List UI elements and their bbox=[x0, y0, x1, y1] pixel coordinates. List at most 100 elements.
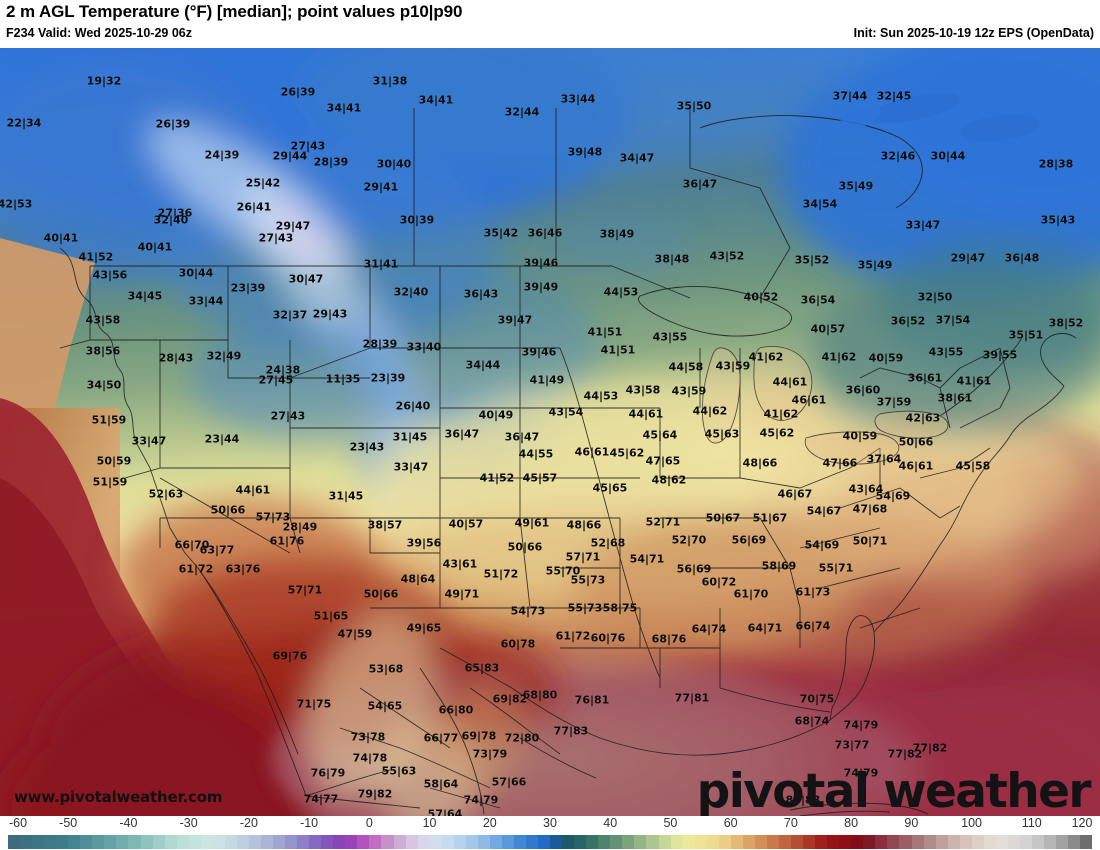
colorbar-swatch bbox=[44, 835, 57, 849]
colorbar-swatch bbox=[20, 835, 33, 849]
colorbar-swatch bbox=[140, 835, 153, 849]
page-title: 2 m AGL Temperature (°F) [median]; point… bbox=[6, 2, 463, 21]
colorbar-swatch bbox=[92, 835, 105, 849]
colorbar-swatch bbox=[309, 835, 322, 849]
colorbar-swatch bbox=[574, 835, 587, 849]
init-time-label: Init: Sun 2025-10-19 12z EPS (OpenData) bbox=[853, 26, 1094, 40]
colorbar-swatch bbox=[634, 835, 647, 849]
colorbar-swatch bbox=[104, 835, 117, 849]
colorbar-tick: 20 bbox=[482, 816, 497, 830]
colorbar-swatch bbox=[128, 835, 141, 849]
colorbar-swatch bbox=[1068, 835, 1081, 849]
colorbar-swatch bbox=[8, 835, 21, 849]
colorbar-swatch bbox=[200, 835, 213, 849]
colorbar-swatch bbox=[646, 835, 659, 849]
colorbar-tick: -10 bbox=[300, 816, 319, 830]
colorbar-swatch bbox=[453, 835, 466, 849]
colorbar-tick: -60 bbox=[8, 816, 28, 830]
colorbar-swatch bbox=[682, 835, 695, 849]
colorbar-swatch bbox=[32, 835, 45, 849]
colorbar-swatch bbox=[730, 835, 743, 849]
colorbar-swatch bbox=[959, 835, 972, 849]
colorbar-swatch bbox=[429, 835, 442, 849]
colorbar-swatch bbox=[839, 835, 852, 849]
colorbar-swatch bbox=[706, 835, 719, 849]
colorbar-swatch bbox=[851, 835, 864, 849]
colorbar-swatch bbox=[562, 835, 575, 849]
colorbar-swatch bbox=[911, 835, 924, 849]
temperature-map[interactable]: 19|32 22|34 26|39 26|39 31|38 34|41 34|41 32|44… bbox=[0, 48, 1100, 816]
colorbar-swatch bbox=[863, 835, 876, 849]
great-lakes-fill bbox=[702, 346, 948, 464]
colorbar-swatch bbox=[995, 835, 1008, 849]
colorbar-swatch bbox=[622, 835, 635, 849]
colorbar-tick: -30 bbox=[179, 816, 198, 830]
colorbar-swatch bbox=[742, 835, 755, 849]
valid-time-label: F234 Valid: Wed 2025-10-29 06z bbox=[6, 26, 192, 40]
colorbar-tick: 60 bbox=[723, 816, 738, 830]
colorbar-strip bbox=[8, 835, 1093, 849]
colorbar-swatch bbox=[1007, 835, 1020, 849]
colorbar-swatch bbox=[417, 835, 430, 849]
colorbar-swatch bbox=[224, 835, 237, 849]
colorbar-swatch bbox=[345, 835, 358, 849]
colorbar-swatch bbox=[586, 835, 599, 849]
colorbar-swatch bbox=[477, 835, 490, 849]
colorbar-swatch bbox=[947, 835, 960, 849]
colorbar-swatch bbox=[393, 835, 406, 849]
colorbar-swatch bbox=[297, 835, 310, 849]
site-url-watermark: www.pivotalweather.com bbox=[14, 788, 223, 806]
colorbar-swatch bbox=[923, 835, 936, 849]
colorbar-swatch bbox=[610, 835, 623, 849]
colorbar-swatch bbox=[56, 835, 69, 849]
colorbar-swatch bbox=[465, 835, 478, 849]
colorbar-swatch bbox=[803, 835, 816, 849]
colorbar-swatch bbox=[766, 835, 779, 849]
colorbar-tick: 10 bbox=[422, 816, 437, 830]
political-boundaries bbox=[59, 108, 1077, 816]
colorbar-swatch bbox=[501, 835, 514, 849]
colorbar-swatch bbox=[152, 835, 165, 849]
colorbar-swatch bbox=[1056, 835, 1069, 849]
colorbar-swatch bbox=[357, 835, 370, 849]
colorbar-swatch bbox=[694, 835, 707, 849]
brand-watermark: pivotal weather bbox=[696, 764, 1092, 817]
colorbar-tick: 90 bbox=[904, 816, 919, 830]
colorbar-swatch bbox=[188, 835, 201, 849]
colorbar-swatch bbox=[321, 835, 334, 849]
colorbar-tick: 0 bbox=[365, 816, 373, 830]
colorbar-tick: -20 bbox=[239, 816, 258, 830]
colorbar-swatch bbox=[441, 835, 454, 849]
colorbar-tick: 80 bbox=[844, 816, 859, 830]
colorbar-swatch bbox=[333, 835, 346, 849]
colorbar-swatch bbox=[68, 835, 81, 849]
colorbar-swatch bbox=[779, 835, 792, 849]
colorbar-swatch bbox=[369, 835, 382, 849]
colorbar-swatch bbox=[381, 835, 394, 849]
colorbar-swatch bbox=[658, 835, 671, 849]
colorbar-swatch bbox=[176, 835, 189, 849]
colorbar-tick: 100 bbox=[961, 816, 982, 830]
colorbar-tick-labels: -60 -50 -40 -30 -20 -10 0 10 20 30 40 50 60 70 80 90 100… bbox=[0, 816, 1100, 834]
colorbar-swatch bbox=[983, 835, 996, 849]
colorbar-tick: -50 bbox=[59, 816, 78, 830]
colorbar-swatch bbox=[971, 835, 984, 849]
colorbar-tick: 30 bbox=[543, 816, 557, 830]
colorbar-swatch bbox=[285, 835, 298, 849]
colorbar-swatch bbox=[1044, 835, 1057, 849]
colorbar-swatch bbox=[538, 835, 551, 849]
colorbar-swatch bbox=[670, 835, 683, 849]
colorbar-swatch bbox=[875, 835, 888, 849]
map-header: 2 m AGL Temperature (°F) [median]; point… bbox=[0, 0, 1100, 48]
colorbar-swatch bbox=[248, 835, 261, 849]
colorbar-swatch bbox=[80, 835, 93, 849]
colorbar[interactable]: -60 -50 -40 -30 -20 -10 0 10 20 30 40 50 60 70 80 90 100… bbox=[0, 816, 1100, 850]
colorbar-tick: 120 bbox=[1071, 816, 1093, 830]
colorbar-swatch bbox=[827, 835, 840, 849]
colorbar-swatch bbox=[273, 835, 286, 849]
colorbar-swatch bbox=[236, 835, 249, 849]
colorbar-swatch bbox=[526, 835, 539, 849]
colorbar-tick: 110 bbox=[1021, 816, 1042, 830]
colorbar-swatch bbox=[550, 835, 563, 849]
